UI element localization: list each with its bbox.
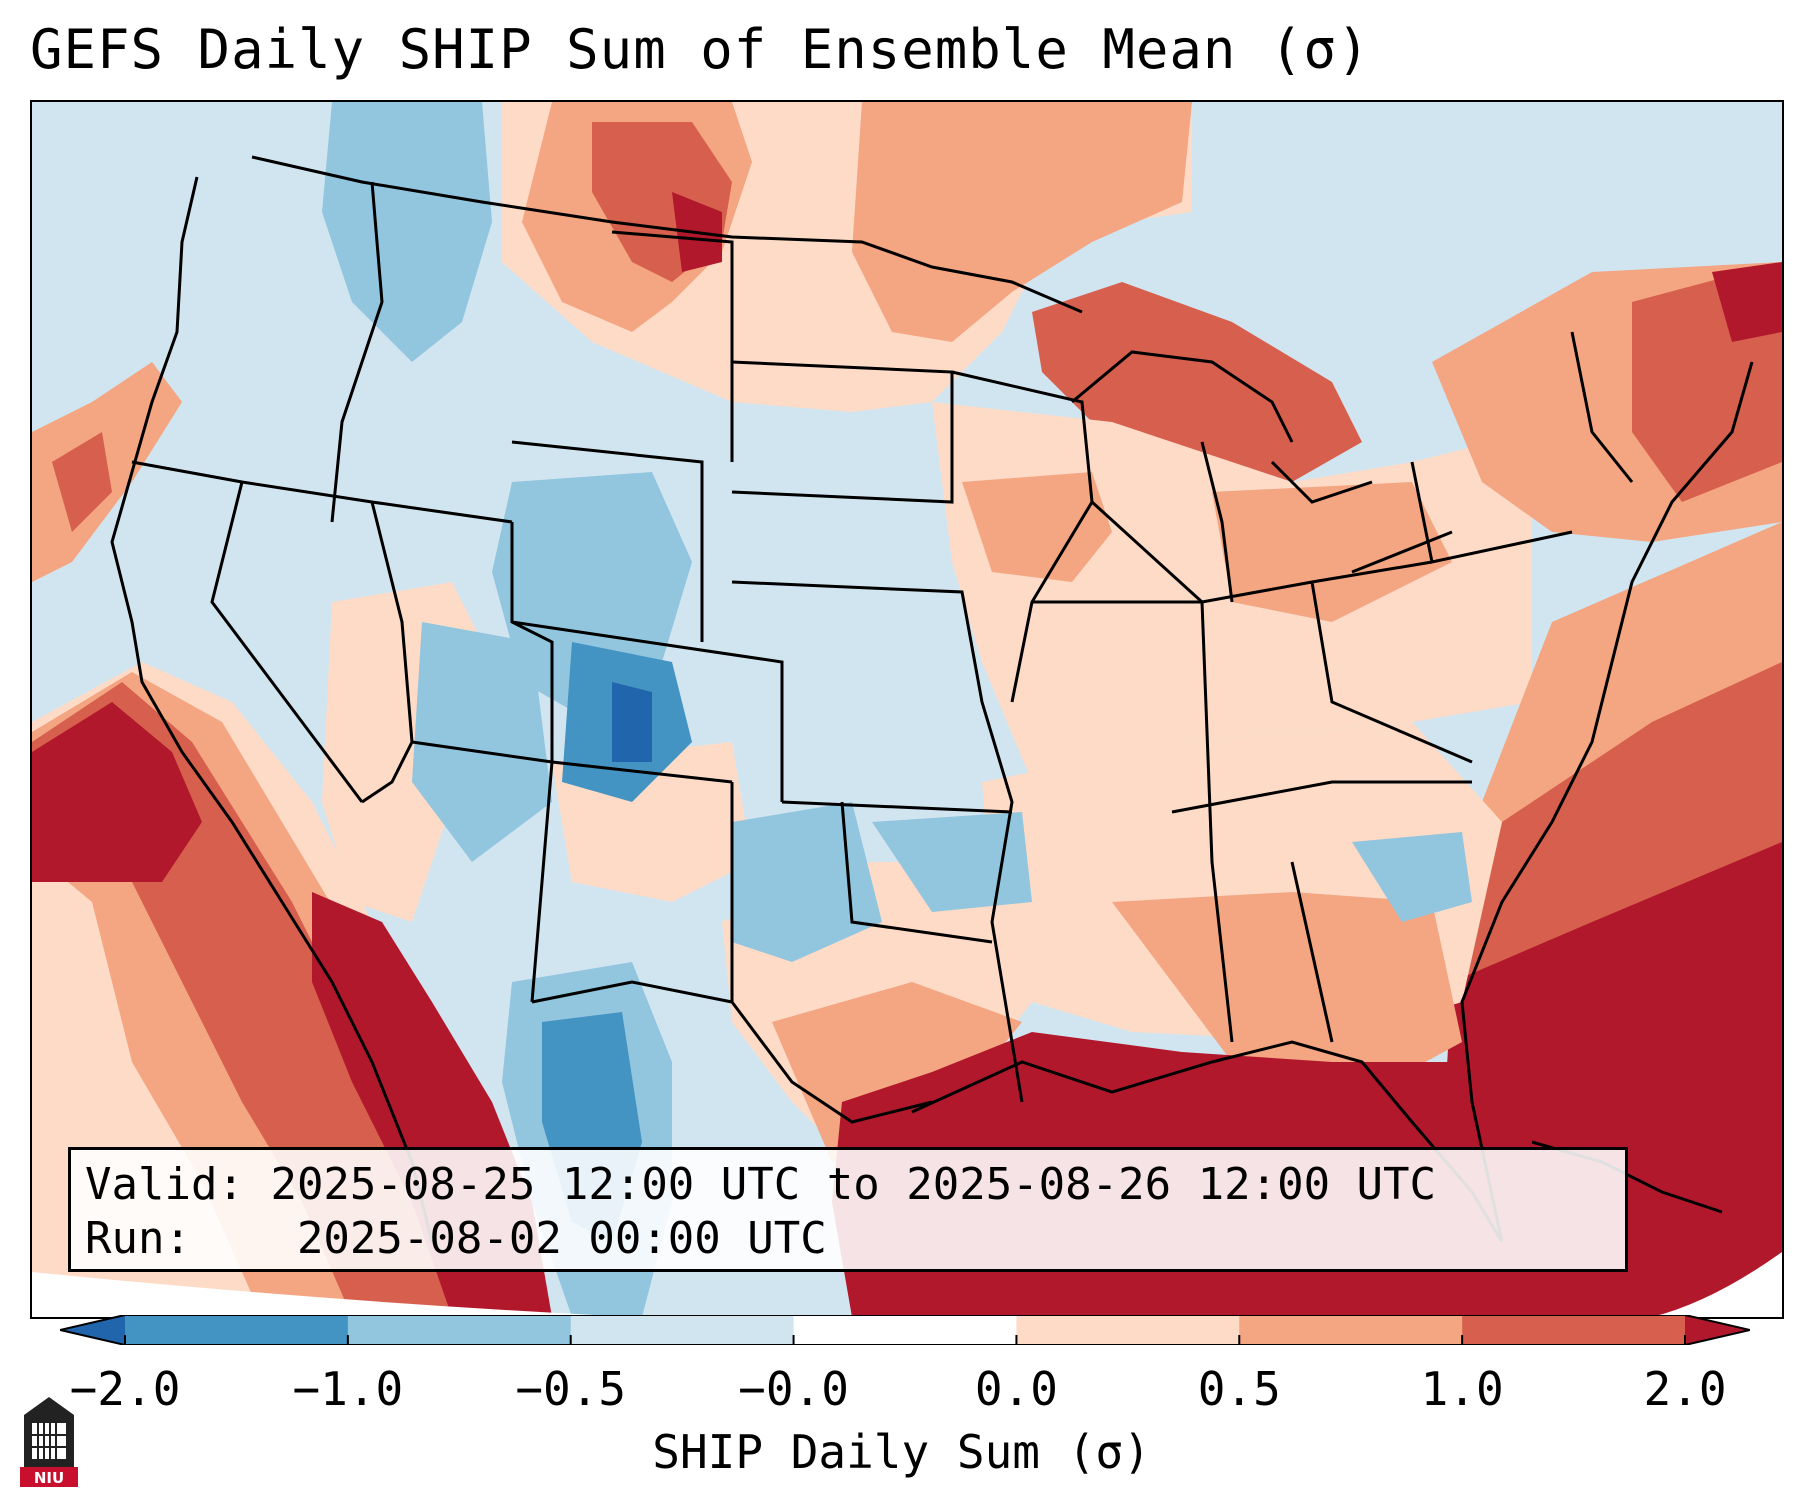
colorbar-ticks [124,1335,1686,1345]
georgia-negative [1352,832,1472,922]
utah-east-border [510,522,554,762]
colorado-extreme-negative [612,682,652,762]
niu-logo: NIU [20,1397,78,1487]
illinois-border [1090,500,1204,604]
tick-label: −0.0 [738,1362,849,1416]
dakotas-border [731,360,954,504]
colorbar-segment [1239,1315,1463,1345]
iowa-moderate-positive [962,472,1112,582]
run-value: 2025-08-02 00:00 UTC [296,1213,827,1264]
colorbar-segment [347,1315,572,1345]
az-nm-border [530,761,554,1003]
lake-huron [1270,460,1373,504]
colorbar-segment [125,1315,349,1345]
logo-text: NIU [34,1469,64,1487]
pacific-extreme-positive [32,702,202,882]
map-svg [32,102,1782,1317]
nevada-west-border [210,481,364,803]
idaho-west-border [330,181,384,523]
tick-label: 0.5 [1197,1362,1281,1416]
oklahoma-negative [872,812,1032,912]
pennsylvania-border [1410,461,1573,564]
texas-coast-moderate-positive [772,982,1022,1162]
alabama-mississippi-border [1200,601,1234,1043]
great-lakes-strong-positive [1032,282,1362,482]
lake-erie [1351,530,1453,574]
tick-label: −1.0 [292,1362,404,1416]
colorbar-segments [60,1315,1750,1345]
lake-superior [1071,350,1294,443]
plains-border [731,580,1024,1103]
colorbar-extend-high [1685,1315,1750,1345]
tick-label: −0.5 [515,1362,627,1416]
colorbar [60,1315,1750,1345]
washington-coast-strong [52,432,112,532]
colorbar-label: SHIP Daily Sum (σ) [652,1425,1151,1479]
lake-michigan [1200,441,1234,603]
valid-run-box: Valid: 2025-08-25 12:00 UTC to 2025-08-2… [68,1147,1628,1272]
off-projection-region-right [1652,1252,1782,1317]
border-lines [110,155,1754,1243]
colorbar-segment [570,1315,795,1345]
map-panel: Valid: 2025-08-25 12:00 UTC to 2025-08-2… [30,100,1784,1319]
colorbar-segment [793,1315,1017,1345]
valid-value: 2025-08-25 12:00 UTC to 2025-08-26 12:00… [270,1159,1437,1210]
kansas-ok-border [781,800,1013,814]
canada-border [251,155,1083,314]
tick-label: 1.0 [1420,1362,1504,1416]
utah-moderate-negative [412,622,552,862]
tennessee-border [1171,780,1472,814]
tick-label: 0.0 [974,1362,1058,1416]
new-york-border [1570,331,1634,483]
atlantic-coastline [1460,361,1754,1243]
maine-extreme-positive [1712,262,1782,342]
ohio-valley-moderate-positive [1212,482,1452,622]
colorbar-extend-low [60,1315,125,1345]
pacific-coastline [110,176,434,1243]
valid-label: Valid: [85,1159,244,1210]
or-id-border [131,460,513,524]
nm-south-border [531,782,734,1004]
idaho-moderate-negative [322,102,492,362]
colorado-border [511,620,784,802]
tick-label: −2.0 [69,1362,181,1416]
tick-label: 2.0 [1643,1362,1727,1416]
midwest-row-border [1032,560,1433,604]
run-label: Run: [85,1213,191,1264]
wyoming-border [511,440,704,642]
colorbar-segment [1016,1315,1240,1345]
dakotas-moderate-positive [852,102,1192,342]
gulf-coast-moderate-positive [1112,892,1462,1102]
georgia-alabama-border [1290,861,1334,1043]
texas-south-border [730,1001,933,1124]
chart-title: GEFS Daily SHIP Sum of Ensemble Mean (σ) [30,18,1371,81]
montana-east-border [611,230,734,462]
ok-tx-border [840,801,993,944]
colorbar-segment [1462,1315,1686,1345]
kentucky-border [1310,581,1473,764]
off-projection-region [32,1272,632,1317]
